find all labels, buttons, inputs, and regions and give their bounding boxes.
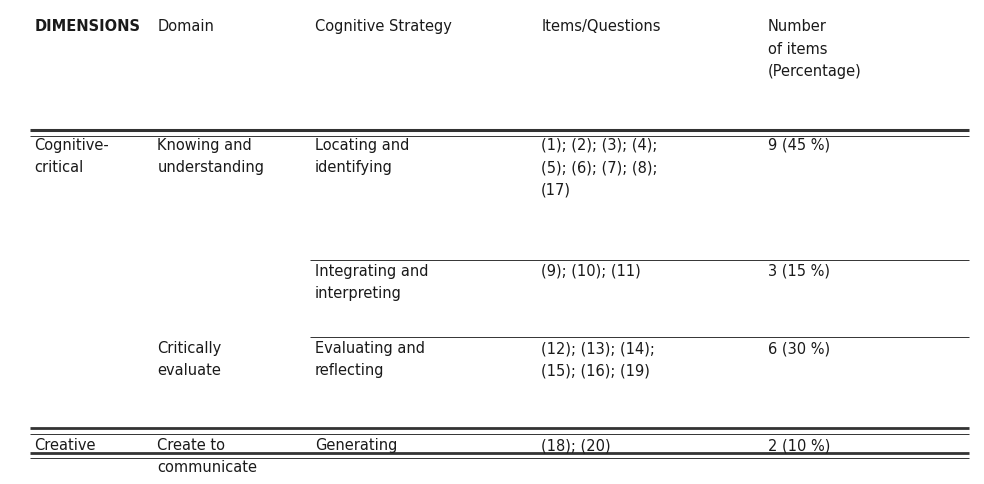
Text: 9 (45 %): 9 (45 %) — [768, 138, 830, 153]
Text: (18); (20): (18); (20) — [541, 438, 611, 453]
Text: Creative: Creative — [34, 438, 96, 453]
Text: DIMENSIONS: DIMENSIONS — [34, 19, 141, 34]
Text: (12); (13); (14);
(15); (16); (19): (12); (13); (14); (15); (16); (19) — [541, 341, 655, 378]
Text: Locating and
identifying: Locating and identifying — [315, 138, 409, 175]
Text: Cognitive Strategy: Cognitive Strategy — [315, 19, 452, 34]
Text: (1); (2); (3); (4);
(5); (6); (7); (8);
(17): (1); (2); (3); (4); (5); (6); (7); (8); … — [541, 138, 657, 197]
Text: Knowing and
understanding: Knowing and understanding — [157, 138, 265, 175]
Text: Evaluating and
reflecting: Evaluating and reflecting — [315, 341, 425, 378]
Text: 6 (30 %): 6 (30 %) — [768, 341, 830, 356]
Text: Critically
evaluate: Critically evaluate — [157, 341, 221, 378]
Text: Items/Questions: Items/Questions — [541, 19, 660, 34]
Text: 3 (15 %): 3 (15 %) — [768, 264, 830, 279]
Text: 2 (10 %): 2 (10 %) — [768, 438, 830, 453]
Text: Create to
communicate: Create to communicate — [157, 438, 258, 475]
Text: Cognitive-
critical: Cognitive- critical — [34, 138, 109, 175]
Text: Integrating and
interpreting: Integrating and interpreting — [315, 264, 428, 301]
Text: Number
of items
(Percentage): Number of items (Percentage) — [768, 19, 861, 79]
Text: Generating: Generating — [315, 438, 398, 453]
Text: Domain: Domain — [157, 19, 215, 34]
Text: (9); (10); (11): (9); (10); (11) — [541, 264, 641, 279]
